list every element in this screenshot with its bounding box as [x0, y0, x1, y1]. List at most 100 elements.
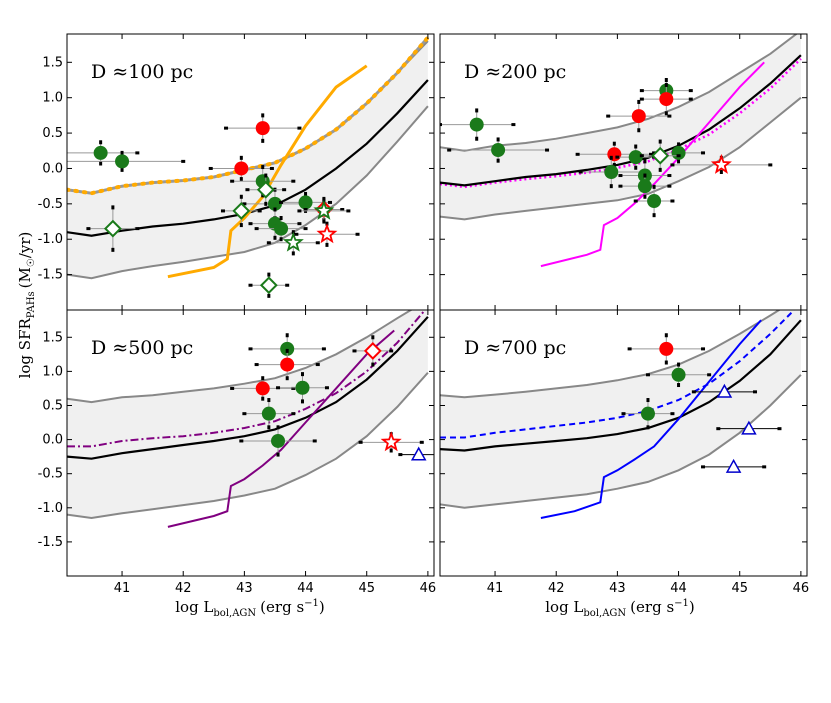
- xlabel-main: log L: [175, 598, 213, 616]
- data-point: [618, 173, 672, 199]
- error-cap-bottom: [267, 425, 271, 430]
- marker-star: [380, 431, 402, 452]
- error-cap-left: [294, 232, 299, 236]
- error-cap-bottom: [658, 167, 662, 172]
- error-cap-right: [282, 188, 287, 192]
- error-cap-left: [276, 386, 281, 390]
- error-cap-top: [475, 108, 479, 113]
- x-axis-label-right: log Lbol,AGN (erg s−1): [545, 598, 695, 619]
- error-cap-bottom: [264, 201, 268, 206]
- error-cap-left: [578, 170, 583, 174]
- error-cap-top: [261, 376, 265, 381]
- error-cap-right: [389, 349, 394, 353]
- error-cap-left: [618, 174, 623, 178]
- marker-circle: [115, 154, 130, 169]
- y-tick-label: -1.0: [38, 501, 63, 516]
- error-cap-left: [618, 184, 623, 188]
- ylabel-main: log SFR: [16, 318, 34, 379]
- panel-frame: [66, 309, 435, 577]
- error-cap-left: [254, 227, 259, 231]
- marker-circle: [295, 380, 310, 395]
- data-point: [358, 431, 424, 453]
- data-point: [670, 153, 773, 174]
- error-cap-left: [248, 347, 253, 351]
- x-tick-label: 45: [358, 581, 375, 596]
- marker-star: [710, 153, 732, 174]
- data-point: [633, 184, 675, 218]
- data-point: [242, 398, 296, 430]
- x-tick-label: 42: [175, 581, 192, 596]
- x-tick-label: 46: [420, 581, 437, 596]
- error-cap-right: [181, 159, 186, 163]
- error-cap-bottom: [664, 360, 668, 365]
- marker-diamond: [651, 146, 670, 165]
- error-cap-right: [291, 386, 296, 390]
- error-cap-bottom: [325, 242, 329, 247]
- error-cap-bottom: [120, 167, 124, 172]
- marker-diamond: [259, 276, 278, 295]
- error-cap-left: [86, 227, 91, 231]
- marker-circle: [491, 143, 506, 158]
- error-cap-right: [355, 232, 360, 236]
- error-cap-bottom: [261, 138, 265, 143]
- error-cap-bottom: [285, 376, 289, 381]
- ylabel-unit: (M: [16, 267, 34, 288]
- data-point: [606, 99, 672, 133]
- x-tick-label: 43: [236, 581, 253, 596]
- error-cap-left: [248, 222, 253, 226]
- error-cap-bottom: [719, 170, 723, 174]
- marker-circle: [659, 92, 674, 107]
- y-tick-label: -1.0: [38, 232, 63, 247]
- error-cap-right: [257, 209, 262, 213]
- marker-circle: [93, 145, 108, 160]
- error-cap-bottom: [99, 161, 103, 166]
- error-cap-bottom: [609, 184, 613, 189]
- panel-title: D ≈700 pc: [464, 337, 566, 359]
- data-point: [294, 221, 360, 247]
- ylabel-unit-sub: ☉: [26, 258, 37, 267]
- panel-title: D ≈100 pc: [91, 61, 193, 83]
- error-cap-left: [615, 155, 620, 159]
- error-cap-top: [496, 137, 500, 142]
- error-cap-left: [242, 202, 247, 206]
- marker-star: [313, 199, 335, 220]
- error-cap-left: [266, 241, 271, 245]
- error-cap-right: [701, 151, 706, 155]
- marker-circle: [280, 357, 295, 372]
- band-lower-line: [440, 374, 802, 509]
- error-cap-top: [612, 141, 616, 146]
- error-cap-top: [643, 173, 647, 178]
- x-tick-label: 46: [793, 581, 810, 596]
- data-point: [248, 333, 326, 365]
- marker-circle: [267, 196, 282, 211]
- error-cap-left: [248, 283, 253, 287]
- error-cap-left: [652, 151, 657, 155]
- band-lower-line: [440, 96, 802, 221]
- marker-diamond: [232, 202, 251, 220]
- y-tick-label: -1.5: [38, 535, 63, 550]
- error-cap-top: [646, 398, 650, 403]
- data-point: [639, 139, 681, 172]
- error-cap-top: [285, 333, 289, 338]
- data-point: [245, 173, 287, 206]
- error-cap-top: [120, 150, 124, 155]
- error-cap-left: [440, 123, 442, 127]
- marker-circle: [255, 121, 270, 136]
- error-cap-top: [634, 144, 638, 149]
- data-point: [230, 376, 296, 401]
- error-cap-right: [670, 199, 675, 203]
- error-cap-top: [664, 333, 668, 338]
- error-cap-left: [621, 412, 626, 416]
- error-cap-left: [575, 152, 580, 156]
- model-line: [67, 310, 427, 448]
- error-cap-right: [315, 363, 320, 367]
- marker-circle: [659, 341, 674, 356]
- marker-diamond: [103, 219, 122, 238]
- error-cap-left: [639, 97, 644, 101]
- marker-circle: [671, 367, 686, 382]
- error-cap-left: [230, 179, 235, 183]
- marker-circle: [274, 221, 289, 236]
- error-cap-top: [276, 425, 280, 430]
- marker-star: [316, 223, 338, 244]
- error-cap-right: [312, 439, 317, 443]
